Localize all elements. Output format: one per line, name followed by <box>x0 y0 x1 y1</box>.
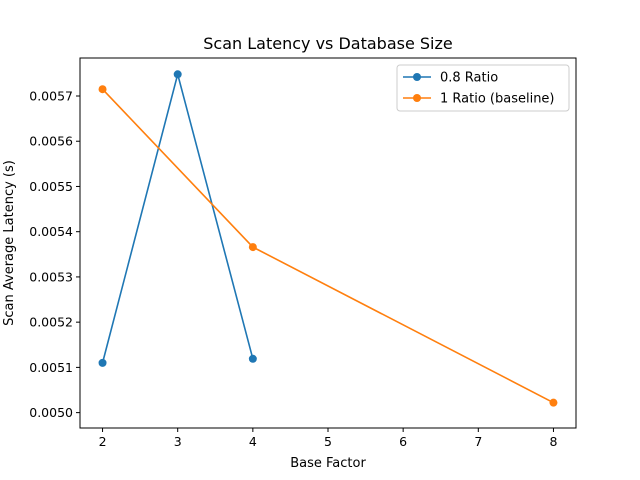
data-point-0 <box>98 358 107 367</box>
y-tick-label: 0.0057 <box>29 88 73 103</box>
y-axis-label: Scan Average Latency (s) <box>2 160 17 326</box>
y-tick-label: 0.0053 <box>29 269 73 284</box>
x-tick-label: 4 <box>249 434 257 449</box>
series-line-1 <box>101 88 554 404</box>
series-line-0 <box>101 71 254 364</box>
x-tick-label: 6 <box>399 434 407 449</box>
x-tick-label: 3 <box>174 434 182 449</box>
legend: 0.8 Ratio 1 Ratio (baseline) <box>396 64 570 112</box>
data-point-1 <box>248 243 257 252</box>
y-tick-label: 0.0050 <box>29 405 73 420</box>
legend-marker <box>413 73 421 81</box>
legend-label: 1 Ratio (baseline) <box>440 92 555 107</box>
x-tick-label: 2 <box>99 434 107 449</box>
x-tick-label: 7 <box>474 434 482 449</box>
chart-title: Scan Latency vs Database Size <box>203 34 452 53</box>
y-axis: 0.0050 0.0051 0.0052 0.0053 0.0054 0.0055 0.00… <box>29 88 80 420</box>
x-tick-label: 8 <box>549 434 557 449</box>
data-point-0 <box>248 354 257 363</box>
legend-box <box>396 64 570 112</box>
y-tick-label: 0.0055 <box>29 179 73 194</box>
legend-marker <box>413 94 421 102</box>
y-tick-label: 0.0054 <box>29 224 73 239</box>
y-tick-label: 0.0056 <box>29 134 73 149</box>
x-axis-label: Base Factor <box>290 456 366 471</box>
data-point-1 <box>549 398 558 407</box>
legend-label: 0.8 Ratio <box>440 71 498 86</box>
y-tick-label: 0.0052 <box>29 315 73 330</box>
x-axis: 2 3 4 5 6 7 8 <box>99 428 557 449</box>
plot-frame <box>79 57 577 429</box>
x-tick-label: 5 <box>324 434 332 449</box>
y-tick-label: 0.0051 <box>29 360 73 375</box>
data-point-1 <box>98 85 107 94</box>
series-layer <box>98 70 558 407</box>
data-point-0 <box>173 70 182 79</box>
